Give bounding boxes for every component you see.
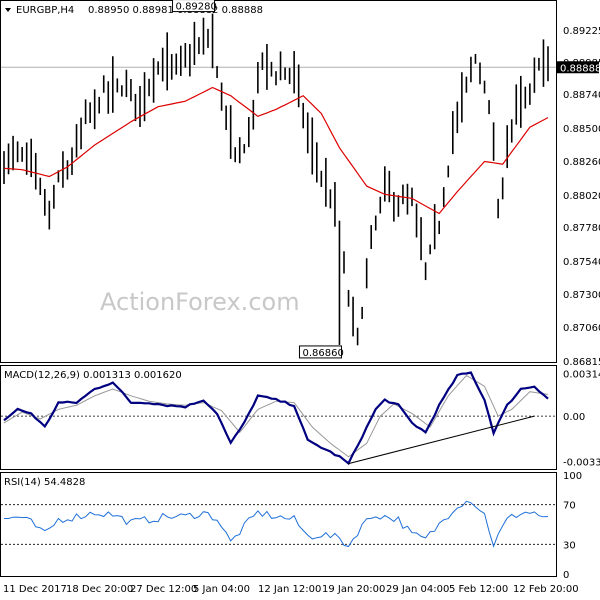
x-tick-label: 29 Jan 04:00 xyxy=(386,584,449,595)
macd-line xyxy=(3,371,549,466)
x-tick-label: 27 Dec 12:00 xyxy=(130,584,197,595)
watermark: ActionForex.com xyxy=(100,288,300,316)
macd-trendline xyxy=(348,415,535,465)
price-tick-label: 0.89225 xyxy=(563,26,600,37)
x-tick-label: 12 Feb 20:00 xyxy=(513,584,579,595)
last-price-box xyxy=(557,61,599,74)
x-tick-label: 11 Dec 2017 xyxy=(3,584,67,595)
annotation-low-label: 0.86860 xyxy=(302,348,343,359)
price-title: EURGBP,H4 xyxy=(16,5,74,16)
rsi-tick-label: 70 xyxy=(563,501,576,512)
price-tick-label: 0.86815 xyxy=(563,357,600,368)
rsi-tick-label: 30 xyxy=(563,540,576,551)
last-price-label: 0.88888 xyxy=(560,63,600,74)
macd-tick-label: 0.003146 xyxy=(563,369,600,380)
macd-pane xyxy=(0,365,557,470)
rsi-tick-label: 0 xyxy=(563,570,569,581)
annotation-high: 0.89280 xyxy=(172,0,217,13)
rsi-line xyxy=(4,500,549,548)
macd-title: MACD(12,26,9) 0.001313 0.001620 xyxy=(4,370,182,381)
price-pane xyxy=(0,0,557,363)
x-axis: 11 Dec 2017 18 Dec 20:00 27 Dec 12:00 5 … xyxy=(3,584,579,595)
macd-signal-line xyxy=(3,374,549,458)
x-tick-label: 5 Feb 12:00 xyxy=(449,584,508,595)
annotation-low: 0.86860 xyxy=(298,345,344,359)
rsi-pane xyxy=(0,472,557,577)
x-tick-label: 5 Jan 04:00 xyxy=(193,584,250,595)
dropdown-triangle-icon xyxy=(5,8,11,12)
price-bars xyxy=(3,13,549,346)
macd-tick-label: 0.00 xyxy=(563,412,585,423)
x-tick-label: 19 Jan 20:00 xyxy=(322,584,385,595)
moving-average-line xyxy=(3,86,549,215)
macd-tick-label: -0.003342 xyxy=(563,457,600,468)
rsi-title: RSI(14) 54.4828 xyxy=(4,477,85,488)
x-tick-label: 12 Jan 12:00 xyxy=(258,584,321,595)
rsi-tick-label: 100 xyxy=(563,471,582,482)
annotation-high-label: 0.89280 xyxy=(176,2,217,13)
x-tick-label: 18 Dec 20:00 xyxy=(66,584,133,595)
